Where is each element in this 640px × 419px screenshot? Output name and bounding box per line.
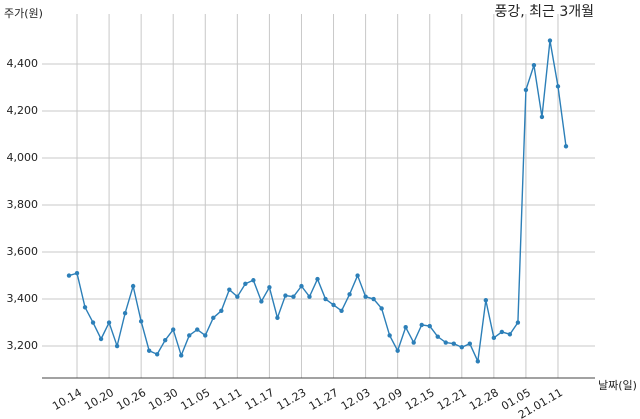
point xyxy=(291,294,296,299)
point xyxy=(355,273,360,278)
point xyxy=(323,296,328,302)
point xyxy=(275,315,280,321)
point xyxy=(211,315,216,321)
point xyxy=(331,302,336,308)
point xyxy=(387,333,392,338)
point xyxy=(459,345,464,350)
x-tick-label: 12.09 xyxy=(371,386,405,413)
point xyxy=(66,273,72,278)
point xyxy=(507,332,513,337)
point xyxy=(523,87,529,93)
point xyxy=(251,278,256,283)
point xyxy=(130,283,136,289)
y-tick-label: 3,800 xyxy=(7,198,39,211)
point xyxy=(403,325,408,330)
point xyxy=(419,322,424,328)
x-tick-label: 12.03 xyxy=(339,386,373,413)
point xyxy=(122,310,128,316)
point xyxy=(411,340,416,345)
y-tick-label: 4,000 xyxy=(7,151,39,164)
point xyxy=(259,299,264,304)
x-tick-label: 10.14 xyxy=(50,386,84,413)
point xyxy=(427,323,432,329)
point xyxy=(203,333,208,338)
point xyxy=(555,84,561,89)
point xyxy=(467,341,473,346)
point xyxy=(187,333,192,338)
point xyxy=(451,341,456,346)
point xyxy=(395,348,400,353)
point xyxy=(515,320,521,325)
x-tick-label: 10.30 xyxy=(146,386,180,413)
point xyxy=(227,287,232,292)
point xyxy=(363,294,368,299)
point xyxy=(179,353,184,358)
point xyxy=(315,276,320,282)
point xyxy=(267,285,272,290)
point xyxy=(443,340,448,345)
x-tick-label: 11.05 xyxy=(178,386,212,413)
point xyxy=(243,281,248,286)
point xyxy=(547,38,553,43)
point xyxy=(106,320,112,325)
point xyxy=(371,296,376,302)
x-tick-label: 10.20 xyxy=(82,386,116,413)
point xyxy=(307,294,312,299)
y-tick-label: 3,200 xyxy=(7,339,39,352)
x-tick-label: 11.27 xyxy=(307,386,341,413)
point xyxy=(171,327,176,332)
point xyxy=(146,348,152,353)
y-axis-label: 주가(원) xyxy=(4,7,43,20)
point xyxy=(154,352,160,357)
chart-title: 풍강, 최근 3개월 xyxy=(494,4,594,20)
x-tick-label: 11.11 xyxy=(211,386,245,413)
y-tick-label: 3,400 xyxy=(7,292,39,305)
point xyxy=(98,336,104,342)
point xyxy=(499,329,505,335)
point xyxy=(219,308,224,313)
point xyxy=(114,343,120,349)
point xyxy=(299,283,304,289)
point xyxy=(283,293,288,298)
x-tick-label: 11.17 xyxy=(243,386,277,413)
point xyxy=(435,334,440,339)
point xyxy=(138,319,144,324)
point xyxy=(339,308,344,313)
y-tick-label: 3,600 xyxy=(7,245,39,258)
x-tick-label: 11.23 xyxy=(275,386,309,413)
point xyxy=(379,306,384,311)
y-tick-label: 4,400 xyxy=(7,57,39,70)
point xyxy=(195,327,200,332)
x-tick-label: 12.15 xyxy=(403,386,437,413)
x-tick-label: 12.28 xyxy=(467,386,501,413)
point xyxy=(90,320,96,325)
point xyxy=(475,359,481,364)
point xyxy=(74,270,80,276)
point xyxy=(235,294,240,299)
x-axis-label: 날짜(일) xyxy=(598,378,637,392)
point xyxy=(483,298,489,303)
point xyxy=(82,305,88,310)
point xyxy=(162,337,168,343)
x-tick-label: 12.21 xyxy=(435,386,469,413)
y-tick-label: 4,200 xyxy=(7,104,39,117)
point xyxy=(491,335,497,341)
point xyxy=(563,144,569,149)
x-tick-label: 10.26 xyxy=(114,386,148,413)
point xyxy=(531,63,537,68)
point xyxy=(539,114,545,120)
point xyxy=(347,292,352,297)
line xyxy=(68,40,567,364)
